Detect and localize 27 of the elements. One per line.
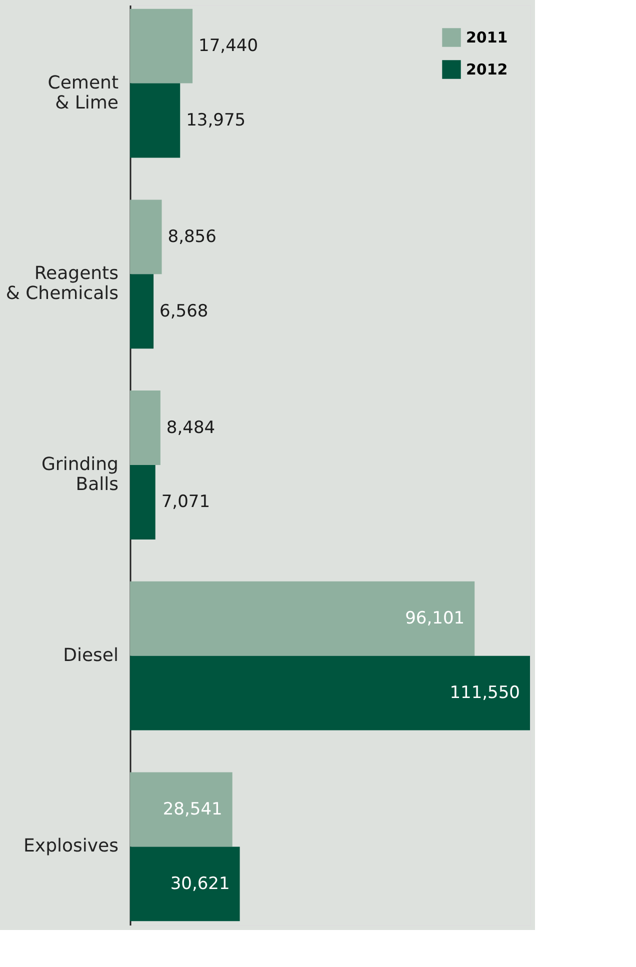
bar [130, 846, 240, 922]
bar [130, 390, 160, 465]
data-label: 111,550 [450, 683, 520, 704]
bar [130, 656, 530, 730]
bar [130, 200, 162, 274]
bar [130, 465, 156, 540]
bar [130, 83, 180, 158]
legend-label: 2012 [466, 60, 508, 78]
data-label: 8,484 [166, 418, 216, 438]
data-label: 13,975 [186, 110, 246, 130]
data-label: 17,440 [198, 36, 258, 56]
data-label: 7,071 [161, 492, 210, 512]
data-label: 8,856 [168, 226, 216, 247]
bar [130, 274, 154, 349]
data-label: 6,568 [160, 301, 208, 322]
bar [130, 581, 475, 656]
y-tick-label: Reagents & Chemicals [6, 263, 118, 304]
data-label: 28,541 [162, 800, 222, 820]
y-tick-label: Grinding Balls [41, 454, 118, 495]
bar [130, 8, 193, 84]
legend-label: 2011 [466, 28, 508, 46]
data-label: 30,621 [170, 874, 230, 894]
data-label: 96,101 [405, 608, 465, 629]
y-tick-label: Diesel [63, 644, 118, 666]
bar [130, 772, 232, 847]
y-tick-label: Cement & Lime [48, 72, 118, 114]
y-tick-label: Explosives [24, 836, 118, 857]
